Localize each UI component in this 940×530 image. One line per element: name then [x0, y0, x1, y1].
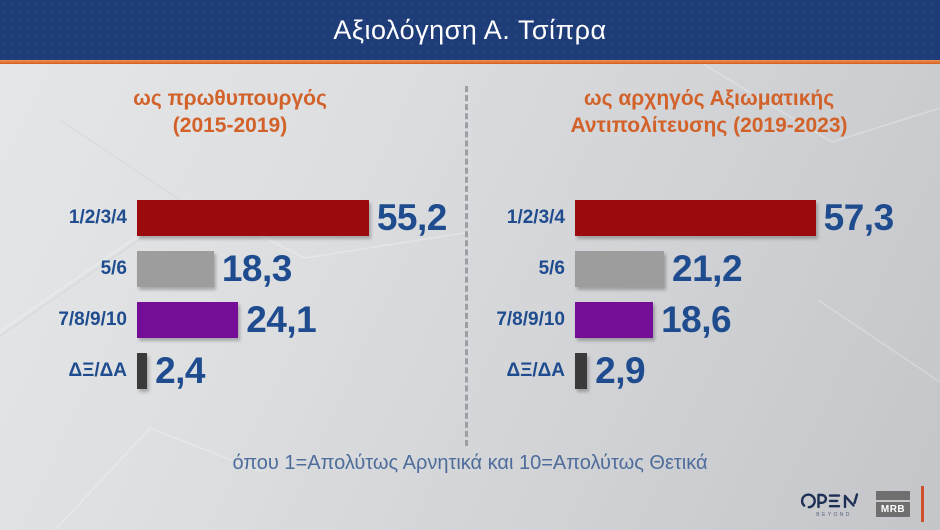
bar-row: 1/2/3/4 55,2 — [32, 197, 460, 238]
mrb-logo-bar — [876, 491, 910, 500]
title-bar: Αξιολόγηση Α. Τσίπρα — [0, 0, 940, 60]
page-title: Αξιολόγηση Α. Τσίπρα — [333, 15, 607, 45]
bar-positive — [137, 302, 239, 338]
chart-title: ως αρχηγός Αξιωματικής Αντιπολίτευσης (2… — [478, 85, 940, 147]
branding: BEYOND MRB — [799, 486, 924, 522]
value-label: 24,1 — [246, 299, 317, 340]
open-channel-logo: BEYOND — [800, 492, 859, 518]
value-label: 18,3 — [221, 248, 293, 289]
bar-dontknow — [137, 353, 148, 389]
chart-title-line2: Αντιπολίτευσης (2019-2023) — [570, 114, 848, 137]
value-label: 2,9 — [595, 350, 646, 391]
category-label: ΔΞ/ΔΑ — [506, 360, 565, 381]
chart-title-line2: (2015-2019) — [172, 114, 288, 137]
chart-as-prime-minister: ως πρωθυπουργός (2015-2019) 1/2/3/4 55,2… — [0, 63, 460, 463]
bar-negative — [575, 200, 816, 236]
bar-negative — [137, 200, 369, 236]
category-label: 7/8/9/10 — [496, 309, 565, 330]
category-label: 5/6 — [538, 258, 565, 279]
brand-accent-line — [921, 486, 924, 522]
chart-as-opposition-leader: ως αρχηγός Αξιωματικής Αντιπολίτευσης (2… — [478, 63, 940, 463]
value-label: 57,3 — [823, 197, 895, 238]
bar-neutral — [137, 251, 214, 287]
bar-row: 1/2/3/4 57,3 — [490, 197, 940, 238]
bar-neutral — [575, 251, 665, 287]
bar-row: ΔΞ/ΔΑ 2,4 — [32, 350, 460, 391]
chart-title-line1: ως πρωθυπουργός — [133, 87, 327, 110]
bar-rows: 1/2/3/4 57,3 5/6 21,2 7/8/9/10 18,6 ΔΞ/Δ… — [478, 197, 940, 391]
category-label: 1/2/3/4 — [506, 207, 565, 228]
chart-title: ως πρωθυπουργός (2015-2019) — [0, 85, 460, 147]
value-label: 55,2 — [376, 197, 448, 238]
bar-dontknow — [575, 353, 588, 389]
scale-footnote: όπου 1=Απολύτως Αρνητικά και 10=Απολύτως… — [232, 452, 708, 474]
category-label: 5/6 — [100, 258, 127, 279]
bar-positive — [575, 302, 654, 338]
bar-row: 5/6 21,2 — [490, 248, 940, 289]
center-dashed-divider — [465, 86, 468, 446]
category-label: 7/8/9/10 — [58, 309, 127, 330]
bar-row: 7/8/9/10 24,1 — [32, 299, 460, 340]
value-label: 21,2 — [672, 248, 743, 289]
category-label: 1/2/3/4 — [68, 207, 127, 228]
header-accent-line — [0, 60, 940, 64]
open-tagline: BEYOND — [816, 512, 852, 518]
bar-row: 5/6 18,3 — [32, 248, 460, 289]
bar-rows: 1/2/3/4 55,2 5/6 18,3 7/8/9/10 24,1 ΔΞ/Δ… — [0, 197, 460, 391]
mrb-logo-text: MRB — [876, 502, 910, 517]
bar-row: ΔΞ/ΔΑ 2,9 — [490, 350, 940, 391]
value-label: 18,6 — [661, 299, 732, 340]
bar-row: 7/8/9/10 18,6 — [490, 299, 940, 340]
mrb-logo: MRB — [876, 491, 910, 517]
value-label: 2,4 — [155, 350, 206, 391]
category-label: ΔΞ/ΔΑ — [68, 360, 127, 381]
chart-title-line1: ως αρχηγός Αξιωματικής — [583, 87, 835, 110]
